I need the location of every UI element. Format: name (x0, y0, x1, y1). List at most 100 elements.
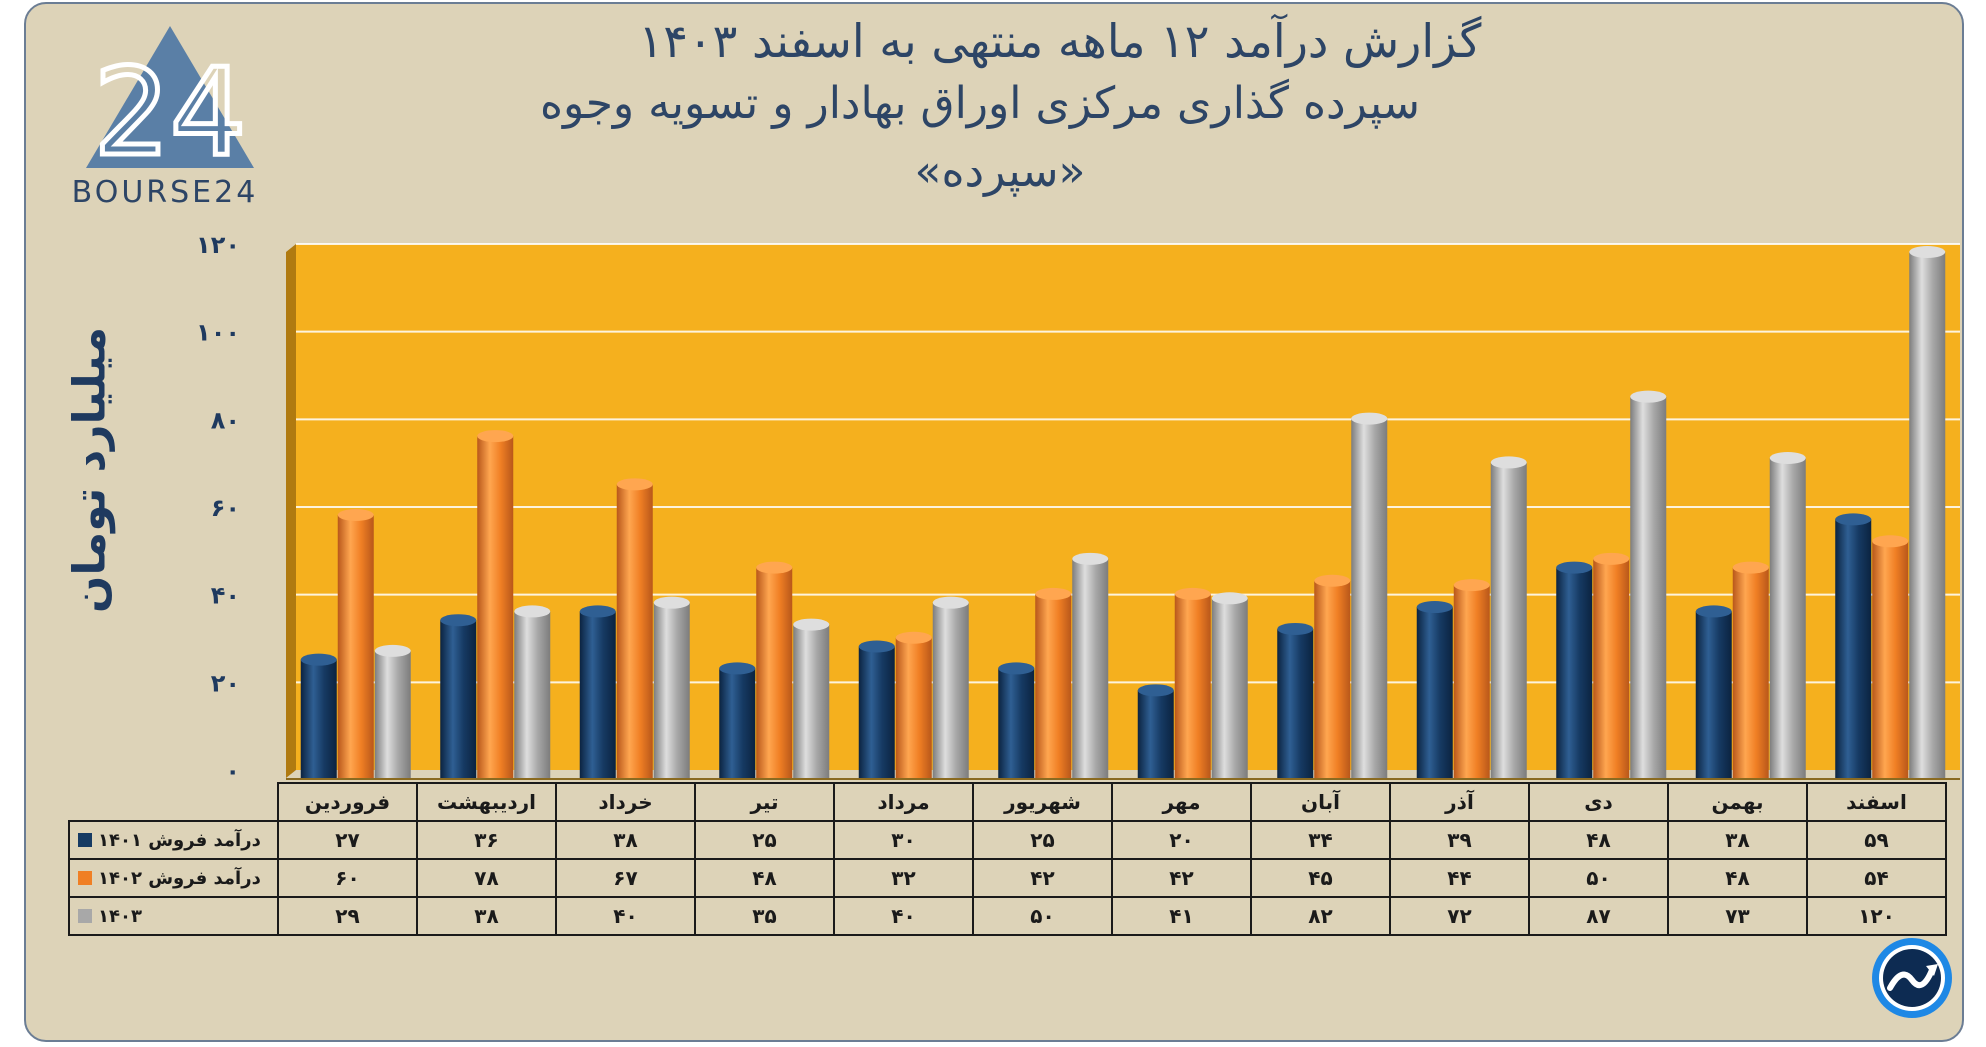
bar-body (1211, 598, 1248, 778)
category-label: تیر (694, 782, 835, 822)
table-corner (69, 783, 279, 821)
data-value: ۲۹ (277, 896, 418, 936)
legend-entry: درآمد فروش ۱۴۰۱ (68, 820, 279, 860)
bar-body (1695, 611, 1732, 778)
legend-swatch (78, 833, 92, 848)
bar-body (440, 620, 477, 778)
bar-body (514, 611, 551, 778)
bar-body (998, 668, 1035, 778)
data-value: ۴۴ (1389, 858, 1530, 898)
data-value: ۴۲ (972, 858, 1113, 898)
logo-mark: 24 (94, 44, 247, 183)
bar-cap (1035, 587, 1072, 600)
bar-cap (932, 596, 969, 609)
bar (1072, 552, 1109, 778)
logo-text: BOURSE24 (71, 175, 259, 210)
bar (719, 662, 756, 778)
bar (1490, 456, 1527, 778)
bar-cap (579, 605, 616, 618)
data-value: ۶۰ (277, 858, 418, 898)
bar-cap (1314, 574, 1351, 587)
bar-body (1137, 690, 1174, 778)
bar-cap (1277, 622, 1314, 635)
bar-cap (300, 653, 337, 666)
bar-cap (1872, 535, 1909, 548)
data-value: ۲۰ (1111, 820, 1252, 860)
chart-subtitle: سپرده گذاری مرکزی اوراق بهادار و تسویه و… (539, 78, 1421, 129)
bar (1137, 684, 1174, 778)
bar (1453, 579, 1490, 778)
data-value: ۲۵ (694, 820, 835, 860)
data-value: ۲۵ (972, 820, 1113, 860)
bar-body (719, 668, 756, 778)
bar (1416, 601, 1453, 778)
bar (932, 596, 969, 778)
bar-body (1732, 567, 1769, 778)
data-value: ۳۵ (694, 896, 835, 936)
bar-cap (1072, 552, 1109, 565)
bar-body (1556, 567, 1593, 778)
chart-title: گزارش درآمد ۱۲ ماهه منتهی به اسفند ۱۴۰۳ (638, 14, 1482, 68)
bar (514, 605, 551, 778)
bar (1351, 412, 1388, 778)
bar (1872, 535, 1909, 778)
bar-body (337, 515, 374, 778)
bar-body (1490, 462, 1527, 778)
bar-cap (998, 662, 1035, 675)
y-tick-label: ۲۰ (211, 669, 240, 697)
bar-cap (1769, 452, 1806, 465)
bar-cap (653, 596, 690, 609)
category-label: شهریور (972, 782, 1113, 822)
bar (1732, 561, 1769, 778)
bar-cap (1453, 579, 1490, 592)
bar-body (1174, 593, 1211, 778)
bar (300, 653, 337, 778)
bar (374, 644, 411, 778)
bar-cap (1835, 513, 1872, 526)
bar-body (1314, 580, 1351, 778)
table-row: درآمد فروش ۱۴۰۱ ۲۷ ۳۶ ۳۸ ۲۵ ۳۰ ۲۵ ۲۰ ۳۴ ۳۹ ۴۸ ۳۸ ۵۹ (68, 820, 1947, 860)
data-value: ۶۷ (555, 858, 696, 898)
legend-label: ۱۴۰۳ (98, 905, 142, 927)
bar (1630, 390, 1667, 778)
bar-body (1416, 607, 1453, 778)
data-value: ۸۷ (1528, 896, 1669, 936)
bar (579, 605, 616, 778)
bar (1174, 587, 1211, 778)
data-value: ۳۸ (416, 896, 557, 936)
data-value: ۴۵ (1250, 858, 1391, 898)
bar-cap (1351, 412, 1388, 425)
bar-cap (1556, 561, 1593, 574)
data-value: ۳۹ (1389, 820, 1530, 860)
category-label: بهمن (1667, 782, 1808, 822)
data-value: ۳۶ (416, 820, 557, 860)
bar-body (1835, 519, 1872, 778)
y-tick-label: ۱۰۰ (196, 319, 240, 347)
bar-body (616, 484, 653, 778)
bar (793, 618, 830, 778)
bar-body (477, 436, 514, 778)
data-value: ۱۲۰ (1806, 896, 1947, 936)
bar-cap (477, 430, 514, 443)
bar-cap (514, 605, 551, 618)
bar (1909, 246, 1946, 778)
bar-body (858, 646, 895, 778)
bar (858, 640, 895, 778)
trend-arrow-icon[interactable] (1870, 936, 1954, 1020)
bar (616, 478, 653, 778)
bar (1556, 561, 1593, 778)
bar-body (895, 637, 932, 778)
bar-cap (1732, 561, 1769, 574)
data-value: ۷۳ (1667, 896, 1808, 936)
bar (895, 631, 932, 778)
data-value: ۵۰ (1528, 858, 1669, 898)
bar (998, 662, 1035, 778)
bar-body (756, 567, 793, 778)
category-label: مهر (1111, 782, 1252, 822)
table-header-row: فروردین اردیبهشت خرداد تیر مرداد شهریور مهر آبا… (69, 782, 1947, 822)
bar-body (1909, 252, 1946, 778)
bar-cap (719, 662, 756, 675)
legend-label: درآمد فروش ۱۴۰۲ (98, 867, 261, 889)
category-label: مرداد (833, 782, 974, 822)
